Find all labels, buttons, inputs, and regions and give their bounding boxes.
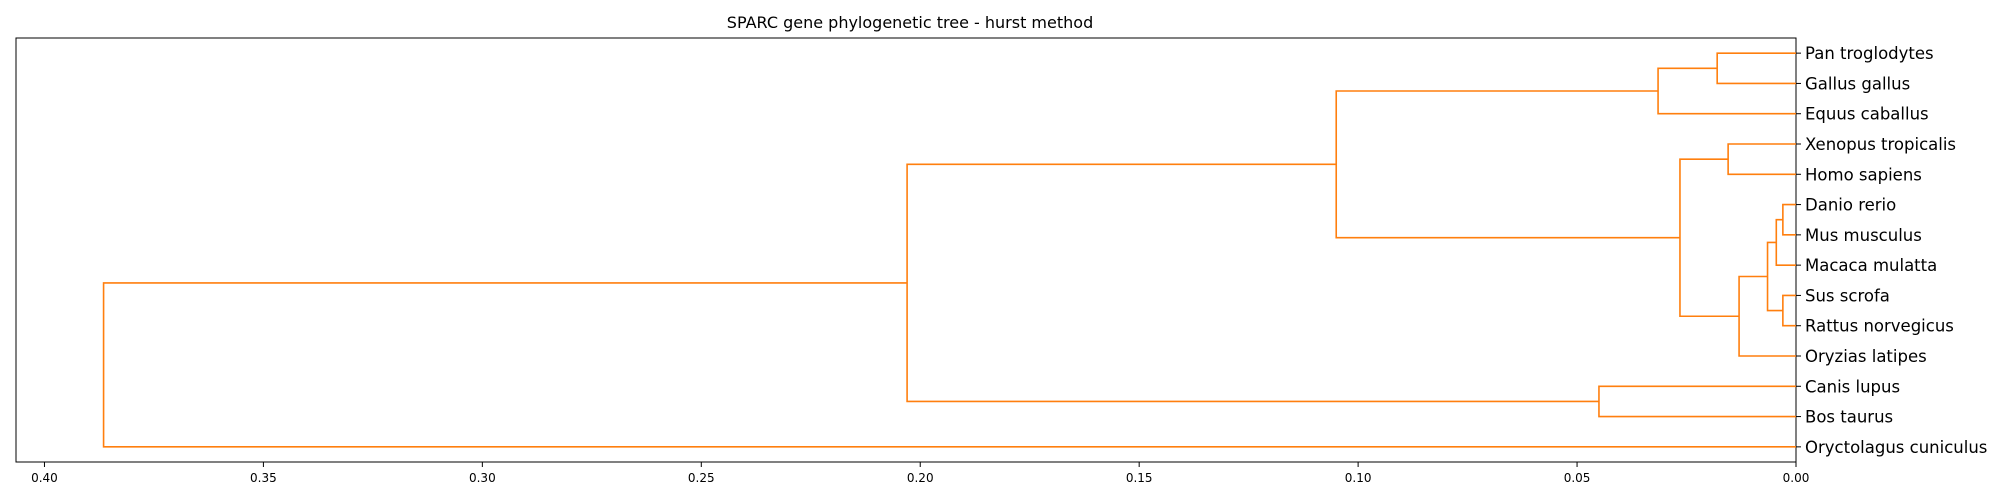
leaf-label: Danio rerio	[1805, 196, 1896, 215]
x-tick-label: 0.35	[250, 471, 277, 485]
x-tick-label: 0.25	[688, 471, 715, 485]
leaf-label: Xenopus tropicalis	[1805, 135, 1956, 154]
leaf-label: Equus caballus	[1805, 105, 1929, 124]
dendrogram-link-9	[1335, 90, 1680, 239]
leaf-label: Macaca mulatta	[1805, 256, 1937, 275]
dendrogram-link-4	[1738, 275, 1796, 357]
leaf-labels: Pan troglodytes Gallus gallus Equus caball…	[1796, 44, 1987, 457]
dendrogram-link-12	[102, 282, 1796, 448]
x-tick-label: 0.20	[907, 471, 934, 485]
x-tick-label: 0.30	[469, 471, 496, 485]
plot-frame	[15, 37, 1797, 463]
chart-title: SPARC gene phylogenetic tree - hurst met…	[727, 13, 1093, 32]
dendrogram-link-2	[1775, 218, 1796, 266]
dendrogram-link-6	[1679, 158, 1740, 318]
leaf-label: Pan troglodytes	[1805, 44, 1934, 63]
dendrogram-link-3	[1766, 241, 1783, 312]
leaf-label: Mus musculus	[1805, 226, 1922, 245]
dendrogram-link-7	[1716, 52, 1796, 85]
dendrogram-link-1	[1782, 294, 1796, 327]
leaf-label: Oryzias latipes	[1805, 347, 1927, 366]
leaf-label: Gallus gallus	[1805, 74, 1910, 93]
leaf-label: Oryctolagus cuniculus	[1805, 438, 1987, 457]
x-axis: 0.40 0.35 0.30 0.25 0.20 0.15 0.10 0.05 0.00	[31, 462, 1809, 485]
dendrogram-link-5	[1727, 143, 1796, 176]
x-tick-label: 0.00	[1783, 471, 1810, 485]
x-tick-label: 0.10	[1345, 471, 1372, 485]
leaf-label: Rattus norvegicus	[1805, 317, 1954, 336]
x-tick-label: 0.15	[1126, 471, 1153, 485]
x-tick-label: 0.40	[31, 471, 58, 485]
dendrogram-link-11	[906, 163, 1599, 403]
leaf-label: Homo sapiens	[1805, 165, 1922, 184]
dendrogram-link-0	[1782, 203, 1796, 236]
dendrogram-links	[102, 52, 1796, 448]
leaf-label: Canis lupus	[1805, 377, 1900, 396]
leaf-label: Bos taurus	[1805, 408, 1893, 427]
dendrogram-link-10	[1598, 385, 1796, 418]
dendrogram-link-8	[1657, 67, 1796, 115]
leaf-label: Sus scrofa	[1805, 286, 1890, 305]
x-tick-label: 0.05	[1564, 471, 1591, 485]
